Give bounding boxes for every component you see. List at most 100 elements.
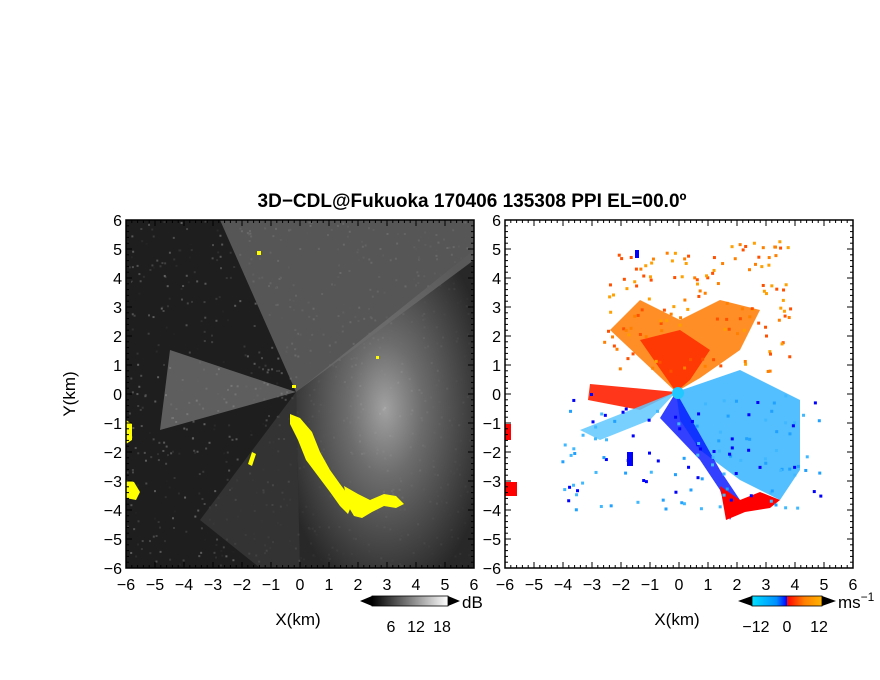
y-tick-label: 3 [113,300,122,317]
noise-speck [198,555,201,558]
noise-speck [139,408,142,411]
velocity-speck [730,446,734,450]
noise-speck [161,306,164,309]
noise-speck [186,302,189,305]
velocity-speck [781,298,785,302]
noise-speck [141,240,144,243]
noise-speck [127,297,130,300]
noise-speck [264,424,267,427]
noise-speck [258,351,261,354]
velocity-speck [649,278,653,282]
noise-speck [131,328,134,331]
noise-speck [204,282,207,285]
noise-speck [244,354,247,357]
noise-speck [223,452,226,455]
velocity-speck [622,277,626,281]
y-tick-label: −5 [483,532,501,549]
velocity-speck [782,288,786,292]
velocity-speck [769,499,773,503]
noise-speck [254,302,257,305]
velocity-speck [754,262,758,266]
noise-speck [143,451,146,454]
noise-speck [131,266,134,269]
right-colorbar-tick-0: −12 [742,619,769,636]
velocity-speck [665,251,669,255]
x-tick-label: 0 [675,577,684,594]
velocity-speck [568,485,572,489]
velocity-speck [659,319,663,323]
noise-speck [178,452,181,455]
velocity-speck [712,256,716,260]
velocity-speck [802,413,806,417]
velocity-speck [624,328,628,332]
velocity-speck [701,357,705,361]
noise-speck [196,450,199,453]
velocity-speck [669,312,673,316]
x-tick-label: 4 [412,577,421,594]
velocity-speck [697,412,701,416]
noise-speck [131,313,134,316]
noise-speck [126,384,129,387]
velocity-speck [715,317,719,321]
noise-speck [179,563,182,566]
velocity-speck [563,443,567,447]
velocity-speck [644,335,648,339]
x-tick-label: 2 [354,577,363,594]
velocity-speck [743,359,747,363]
velocity-speck [617,253,621,257]
velocity-speck [634,267,638,271]
velocity-speck [764,461,768,465]
noise-speck [214,490,217,493]
noise-speck [155,350,158,353]
noise-speck [137,363,140,366]
noise-speck [194,451,197,454]
noise-speck [189,243,192,246]
noise-speck [152,535,155,538]
noise-speck [203,330,206,333]
velocity-speck [633,280,637,284]
velocity-speck [725,301,729,305]
velocity-speck [624,471,628,475]
right-colorbar-unit-exponent: −1 [861,590,875,604]
noise-speck [186,228,189,231]
velocity-speck [756,401,760,405]
velocity-speck [722,493,726,497]
velocity-speck [600,412,604,416]
noise-speck [182,559,185,562]
velocity-speck [611,335,615,339]
x-tick-label: −6 [496,577,514,594]
noise-speck [225,460,228,463]
noise-speck [126,535,129,538]
noise-speck [140,374,143,377]
velocity-speck [738,243,742,247]
noise-speck [127,241,130,244]
noise-speck [204,220,207,223]
velocity-speck [629,255,633,259]
noise-speck [228,424,231,427]
velocity-speck [661,498,665,502]
noise-speck [180,298,183,301]
velocity-speck [631,434,635,438]
noise-speck [229,251,232,254]
velocity-speck [677,422,681,426]
receding-core [640,330,710,392]
noise-speck [215,544,218,547]
right-colorbar-tick-2: 12 [810,619,828,636]
y-tick-label: −2 [483,445,501,462]
velocity-speck [642,274,646,278]
velocity-speck [757,255,761,259]
x-tick-label: 6 [849,577,858,594]
noise-speck [131,391,134,394]
noise-speck [155,560,158,563]
noise-speck [173,510,176,513]
noise-speck [148,314,151,317]
noise-speck [285,393,288,396]
noise-speck [161,559,164,562]
velocity-speck [787,316,791,320]
velocity-speck [712,358,716,362]
x-tick-label: −2 [612,577,630,594]
noise-speck [137,543,140,546]
x-tick-label: −1 [641,577,659,594]
x-tick-label: −3 [204,577,222,594]
